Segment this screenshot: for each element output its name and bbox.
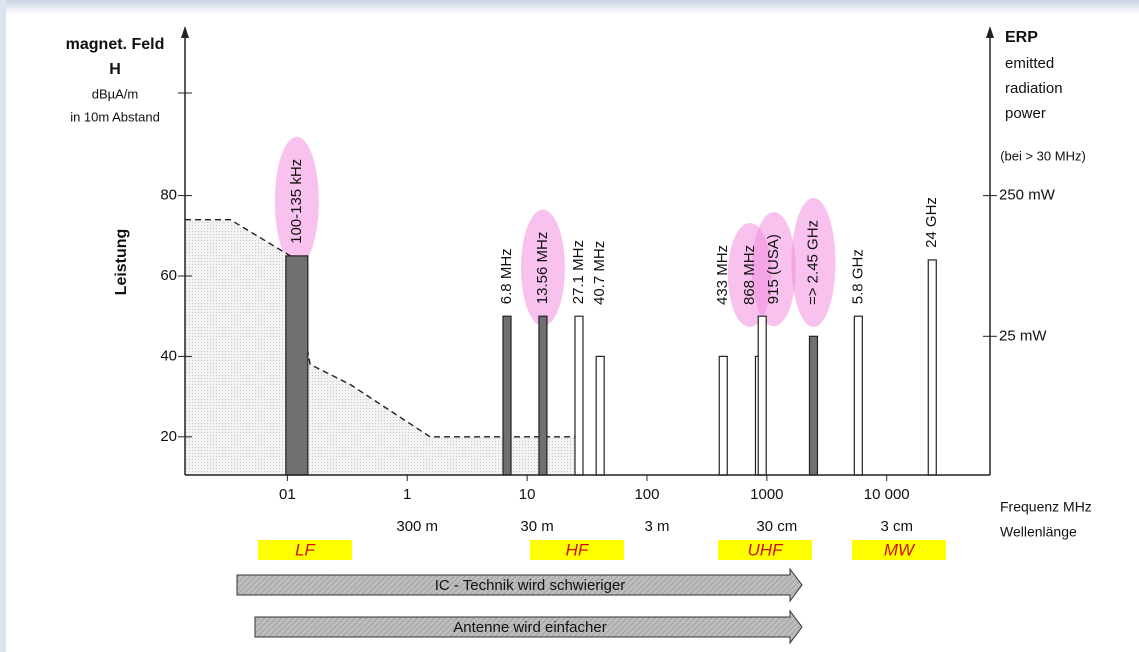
right-note: (bei > 30 MHz) xyxy=(1000,148,1086,163)
wavelength-title: Wellenlänge xyxy=(1000,524,1077,540)
arrow xyxy=(254,609,803,645)
arrow-label: Antenne wird einfacher xyxy=(453,619,606,636)
right-axis-title: power xyxy=(1005,105,1046,122)
highlight xyxy=(274,136,319,266)
bar-label: 24 GHz xyxy=(923,197,940,248)
axis-arrow xyxy=(986,26,994,38)
x-tick-label: 10 000 xyxy=(864,486,910,503)
wavelength-label: 30 m xyxy=(520,518,553,535)
wavelength-label: 30 cm xyxy=(756,518,797,535)
highlight xyxy=(791,197,836,327)
y-tick-label: 20 xyxy=(160,428,177,445)
highlight xyxy=(751,212,796,327)
bar-labels: 100-135 kHz 6.8 MHz 13.56 MHz 27.1 MHz 40.7 … xyxy=(288,159,940,305)
band-box xyxy=(852,540,946,560)
bar xyxy=(853,315,863,476)
y2-tick-label: 250 mW xyxy=(999,187,1056,204)
bar-label: 27.1 MHz xyxy=(570,240,587,304)
x-tick-label: 10 xyxy=(519,486,536,503)
bar xyxy=(927,259,937,476)
bar-label: 100-135 kHz xyxy=(288,159,305,244)
band-label: HF xyxy=(566,540,590,559)
slide-edge xyxy=(0,0,1139,14)
axis-arrow xyxy=(181,26,189,38)
bar-label: 868 MHz xyxy=(741,245,758,305)
band-box xyxy=(258,540,352,560)
band-label: LF xyxy=(295,540,316,559)
right-axis-title: radiation xyxy=(1005,80,1063,97)
highlights xyxy=(274,136,836,327)
right-axis-title: ERP xyxy=(1005,29,1038,46)
bar xyxy=(718,355,728,476)
y-tick-label: 40 xyxy=(160,347,177,364)
bar xyxy=(757,315,767,476)
left-axis-unit: in 10m Abstand xyxy=(70,109,160,124)
y-tick-label: 80 xyxy=(160,187,177,204)
limit-area xyxy=(185,219,581,475)
bar-label: 40.7 MHz xyxy=(591,241,608,305)
highlight xyxy=(520,209,565,327)
bar-label: 6.8 MHz xyxy=(498,248,515,304)
left-axis-title: magnet. Feld xyxy=(66,36,165,53)
bar xyxy=(595,355,605,476)
bar-label: 13.56 MHz xyxy=(534,232,551,305)
x-axis-label: Frequenz MHz xyxy=(1000,499,1092,515)
bar xyxy=(574,315,584,476)
band-box xyxy=(530,540,624,560)
x-tick-label: 100 xyxy=(634,486,659,503)
bar-label: 433 MHz xyxy=(714,245,731,305)
bar-label: 915 (USA) xyxy=(765,234,782,304)
y-tick-label: 60 xyxy=(160,267,177,284)
left-axis-title: H xyxy=(109,61,121,78)
band-label: MW xyxy=(884,540,916,559)
slide-edge xyxy=(0,0,6,652)
x-tick-label: 01 xyxy=(279,486,296,503)
wavelength-label: 3 m xyxy=(644,518,669,535)
wavelength-label: 300 m xyxy=(396,518,438,535)
limit-line xyxy=(185,219,581,438)
bar xyxy=(538,315,548,476)
y-axis-label: Leistung xyxy=(113,229,130,296)
arrow xyxy=(236,567,803,603)
right-axis-title: emitted xyxy=(1005,55,1054,72)
x-tick-label: 1 xyxy=(403,486,411,503)
y2-tick-label: 25 mW xyxy=(999,327,1047,344)
bar-label: 5.8 GHz xyxy=(849,249,866,304)
band-label: UHF xyxy=(748,540,785,559)
left-axis-unit: dBµA/m xyxy=(92,86,139,101)
band-box xyxy=(718,540,812,560)
arrow-label: IC - Technik wird schwieriger xyxy=(435,577,626,594)
bar xyxy=(502,315,512,476)
x-tick-label: 1000 xyxy=(750,486,783,503)
bar xyxy=(808,335,819,476)
bar-label: => 2.45 GHz xyxy=(804,220,821,305)
wavelength-label: 3 cm xyxy=(880,518,913,535)
bar xyxy=(285,255,309,476)
